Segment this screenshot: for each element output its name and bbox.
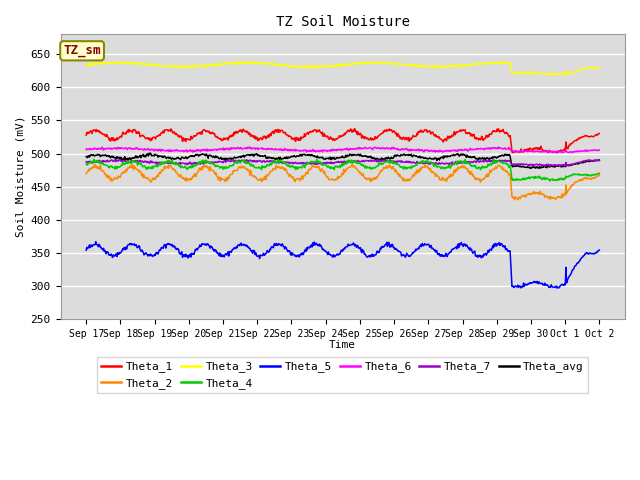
Theta_4 (525, 174, 532, 180)
Theta_5 (394, 248, 402, 253)
Theta_7 (525, 163, 532, 168)
Theta_5 (525, 281, 532, 287)
Theta_1 (472, 135, 480, 141)
Line: Theta_7: Theta_7 (86, 160, 599, 166)
Line: Theta_3: Theta_3 (86, 61, 599, 75)
Theta_4 (115, 164, 122, 169)
Theta_7 (472, 159, 480, 165)
Text: TZ_sm: TZ_sm (63, 44, 101, 57)
Theta_6 (381, 145, 388, 151)
Theta_6 (83, 146, 90, 152)
Theta_6 (114, 144, 122, 150)
Theta_3 (394, 61, 402, 67)
Theta_6 (246, 144, 253, 150)
Theta_4 (394, 162, 402, 168)
Theta_2 (472, 175, 480, 181)
Theta_avg (472, 156, 480, 162)
Theta_avg (381, 156, 388, 162)
Theta_3 (83, 62, 90, 68)
Line: Theta_5: Theta_5 (86, 242, 599, 288)
Theta_avg (595, 157, 603, 163)
Theta_2 (348, 161, 356, 167)
Line: Theta_4: Theta_4 (86, 159, 599, 181)
Theta_2 (381, 165, 388, 171)
Theta_1 (381, 127, 388, 133)
Theta_6 (525, 148, 532, 154)
X-axis label: Time: Time (329, 340, 356, 350)
Theta_4 (410, 163, 417, 169)
Theta_5 (410, 249, 417, 255)
Legend: Theta_1, Theta_2, Theta_3, Theta_4, Theta_5, Theta_6, Theta_7, Theta_avg: Theta_1, Theta_2, Theta_3, Theta_4, Thet… (97, 357, 589, 393)
Theta_1 (394, 132, 402, 137)
Theta_7 (394, 158, 402, 164)
Theta_avg (525, 165, 532, 170)
Theta_2 (83, 170, 90, 176)
Theta_3 (410, 62, 417, 68)
Theta_6 (472, 146, 480, 152)
Theta_7 (410, 159, 417, 165)
Theta_1 (83, 132, 90, 138)
Theta_7 (541, 163, 548, 169)
Theta_1 (114, 137, 122, 143)
Theta_7 (83, 159, 90, 165)
Theta_6 (394, 146, 402, 152)
Theta_1 (525, 148, 532, 154)
Theta_3 (595, 65, 603, 71)
Theta_2 (394, 171, 402, 177)
Theta_3 (472, 61, 480, 67)
Theta_3 (525, 70, 532, 76)
Theta_5 (83, 247, 90, 253)
Theta_avg (83, 154, 90, 159)
Theta_avg (410, 152, 417, 158)
Theta_4 (546, 178, 554, 184)
Line: Theta_2: Theta_2 (86, 164, 599, 200)
Theta_3 (381, 60, 388, 66)
Theta_7 (115, 158, 122, 164)
Theta_3 (560, 72, 568, 78)
Theta_avg (527, 166, 534, 171)
Theta_4 (472, 165, 480, 171)
Theta_avg (147, 150, 154, 156)
Line: Theta_avg: Theta_avg (86, 153, 599, 168)
Theta_2 (525, 191, 533, 196)
Theta_avg (114, 155, 122, 161)
Theta_7 (595, 157, 603, 163)
Theta_5 (595, 247, 603, 253)
Y-axis label: Soil Moisture (mV): Soil Moisture (mV) (15, 116, 25, 238)
Line: Theta_6: Theta_6 (86, 147, 599, 153)
Theta_5 (92, 239, 100, 245)
Theta_7 (381, 159, 388, 165)
Theta_4 (83, 161, 90, 167)
Theta_1 (351, 126, 358, 132)
Theta_7 (111, 157, 119, 163)
Theta_5 (472, 253, 480, 259)
Theta_2 (114, 175, 122, 180)
Theta_1 (595, 131, 603, 136)
Theta_6 (410, 147, 417, 153)
Theta_2 (410, 173, 417, 179)
Theta_4 (595, 170, 603, 176)
Theta_6 (554, 150, 561, 156)
Theta_avg (394, 153, 402, 158)
Theta_6 (595, 147, 603, 153)
Theta_5 (381, 242, 388, 248)
Theta_5 (115, 252, 122, 257)
Theta_4 (381, 159, 388, 165)
Title: TZ Soil Moisture: TZ Soil Moisture (276, 15, 410, 29)
Theta_3 (124, 59, 132, 64)
Theta_1 (553, 150, 561, 156)
Theta_5 (553, 285, 561, 291)
Theta_3 (114, 60, 122, 66)
Theta_4 (90, 156, 98, 162)
Theta_2 (595, 172, 603, 178)
Theta_2 (514, 197, 522, 203)
Line: Theta_1: Theta_1 (86, 129, 599, 153)
Theta_1 (410, 134, 417, 140)
